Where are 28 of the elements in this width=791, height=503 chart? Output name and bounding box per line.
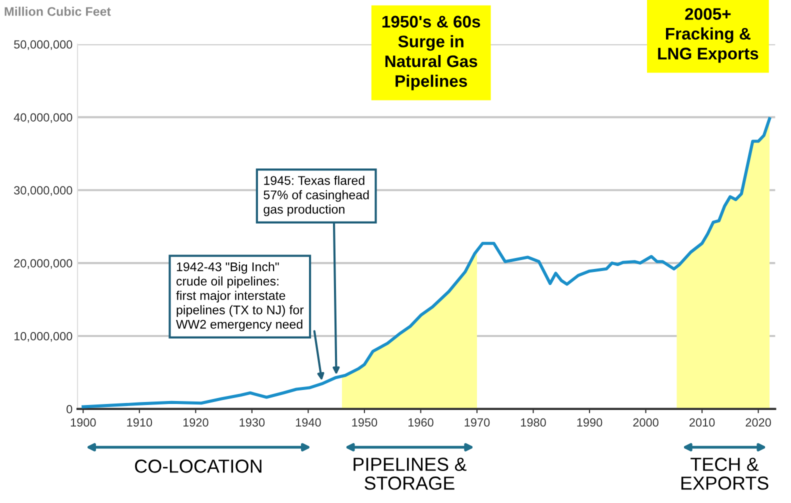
x-tick-label: 1930 (240, 418, 265, 427)
text: PIPELINES & STORAGE (354, 458, 466, 490)
x-tick-label: 1960 (408, 418, 434, 427)
x-tick-label: 2010 (690, 418, 715, 427)
y-tick-label: 10,000,000 (14, 332, 72, 342)
x-tick-label: 1990 (577, 418, 602, 427)
y-tick-label: 40,000,000 (14, 113, 72, 123)
annotation: 1950's & 60s Surge in Natural Gas Pipelines (382, 16, 480, 90)
y-tick-label: 50,000,000 (14, 40, 72, 50)
text: CO-LOCATION (135, 460, 262, 473)
y-axis-title: Million Cubic Feet (4, 6, 111, 16)
x-tick-label: 1980 (521, 418, 546, 427)
y-tick-label: 20,000,000 (14, 259, 72, 269)
x-tick-label: 1910 (127, 418, 152, 427)
annotation: 1945: Texas flared 57% of casinghead gas production (264, 176, 369, 216)
x-tick-label: 1940 (296, 418, 321, 427)
x-tick-label: 1950 (352, 418, 378, 427)
line-series (82, 117, 772, 408)
annotation: 2005+ Fracking & LNG Exports (658, 8, 758, 63)
x-tick-label: 2000 (633, 418, 658, 427)
x-tick-label: 1920 (183, 418, 208, 427)
y-tick-label: 0 (66, 404, 72, 414)
x-tick-label: 2020 (746, 418, 771, 427)
x-tick-label: 1970 (464, 418, 490, 427)
y-tick-label: 30,000,000 (14, 186, 72, 196)
text: TECH & EXPORTS (681, 458, 768, 490)
annotation: 1942-43 "Big Inch" crude oil pipelines: first major interstate pipelines (TX to NJ) for WW2 emergency need (176, 262, 304, 332)
x-tick-label: 1900 (70, 418, 96, 427)
